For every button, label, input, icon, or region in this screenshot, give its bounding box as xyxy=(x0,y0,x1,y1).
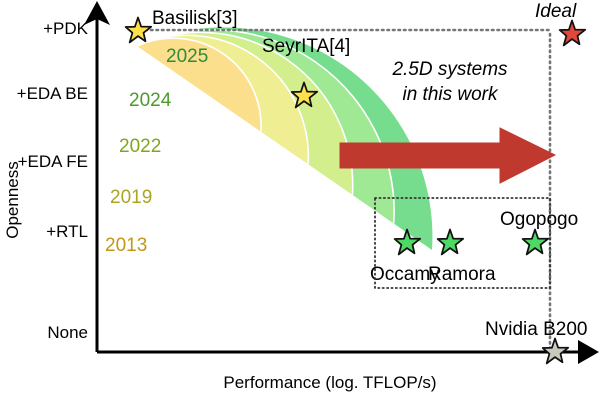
svg-text:Ogopogo: Ogopogo xyxy=(500,209,578,230)
svg-text:Ramora: Ramora xyxy=(428,264,496,285)
svg-text:2019: 2019 xyxy=(110,187,152,208)
svg-text:+RTL: +RTL xyxy=(46,222,88,241)
svg-text:2025: 2025 xyxy=(166,46,208,67)
svg-text:2022: 2022 xyxy=(119,136,161,157)
svg-text:Openness: Openness xyxy=(3,161,22,239)
svg-text:2024: 2024 xyxy=(129,90,172,111)
svg-text:in this work: in this work xyxy=(402,84,499,105)
svg-text:+EDA FE: +EDA FE xyxy=(18,152,88,171)
svg-text:2.5D systems: 2.5D systems xyxy=(391,59,508,80)
svg-text:Performance (log. TFLOP/s): Performance (log. TFLOP/s) xyxy=(223,373,436,392)
svg-text:None: None xyxy=(47,323,88,342)
svg-text:2013: 2013 xyxy=(105,235,147,256)
svg-text:+EDA BE: +EDA BE xyxy=(17,84,88,103)
svg-text:SeyrITA[4]: SeyrITA[4] xyxy=(262,36,350,57)
svg-text:+PDK: +PDK xyxy=(43,19,89,38)
svg-text:Ideal: Ideal xyxy=(535,1,577,22)
svg-text:Nvidia B200: Nvidia B200 xyxy=(485,319,587,340)
svg-text:Basilisk[3]: Basilisk[3] xyxy=(152,8,238,29)
